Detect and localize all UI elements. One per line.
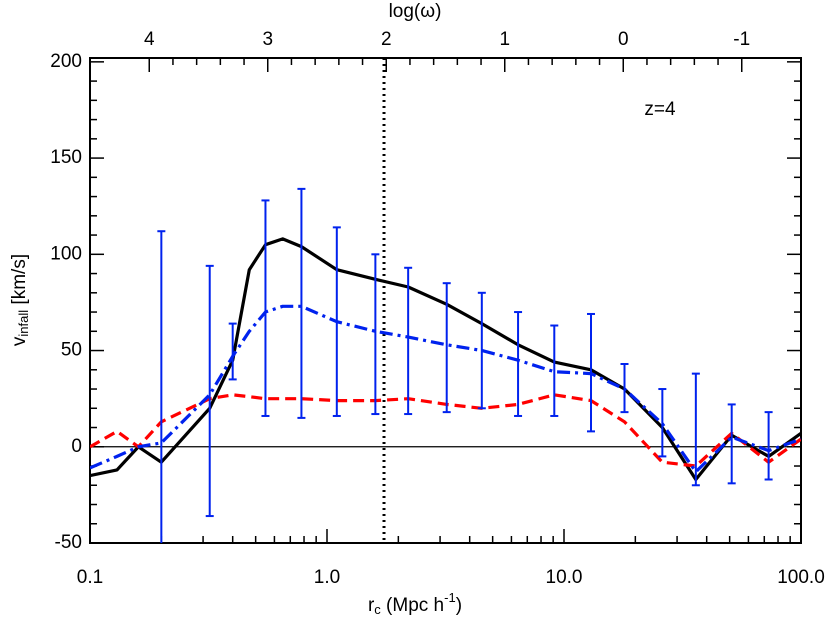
y-label-part: v <box>9 336 30 346</box>
error-bar <box>442 282 451 414</box>
error-bar <box>477 291 486 410</box>
plot-area <box>90 58 801 543</box>
error-bar <box>727 403 736 485</box>
x2-tick-label: 2 <box>381 29 392 50</box>
x-label-part: ) <box>456 595 462 616</box>
x-label-part: r <box>368 595 375 616</box>
error-bar <box>157 230 166 543</box>
series-line <box>90 237 801 482</box>
x2-tick-label: 0 <box>618 29 629 50</box>
y-tick-label: -50 <box>55 532 82 553</box>
annotation: z=4 <box>644 99 676 120</box>
error-bar <box>261 199 270 417</box>
error-bar <box>691 372 700 487</box>
x2-tick-label: 3 <box>262 29 273 50</box>
y-axis-label: vinfall [km/s] <box>9 254 31 346</box>
x-label-part: (Mpc h <box>381 595 444 616</box>
x-tick-label: 100.0 <box>777 567 825 588</box>
series-line <box>90 393 801 468</box>
y-tick-label: 200 <box>50 51 82 72</box>
x-label-sub: c <box>374 602 381 617</box>
x-tick-label: 0.1 <box>77 567 103 588</box>
x-tick-label: 10.0 <box>546 567 583 588</box>
error-bar <box>404 266 413 416</box>
series-line <box>90 304 801 474</box>
y-label-sub: infall <box>16 310 31 337</box>
error-bar <box>205 264 214 518</box>
error-bar <box>371 253 380 416</box>
error-bar <box>764 411 773 481</box>
plot-frame <box>89 57 802 544</box>
x-tick-label: 1.0 <box>314 567 340 588</box>
y-tick-label: 0 <box>71 436 82 457</box>
x2-tick-label: 1 <box>499 29 510 50</box>
error-bar <box>514 311 523 417</box>
y-label-part: [km/s] <box>9 254 30 310</box>
y-tick-label: 150 <box>50 147 82 168</box>
x2-axis-label: log(ω) <box>389 1 442 22</box>
x-label-sup: -1 <box>444 590 456 605</box>
x2-tick-label: 4 <box>144 29 155 50</box>
error-bar <box>228 322 237 381</box>
y-tick-label: 50 <box>61 340 82 361</box>
error-bar <box>550 324 559 417</box>
x-axis-label: rc (Mpc h-1) <box>368 590 462 617</box>
error-bar <box>297 187 306 419</box>
error-bar <box>658 388 667 458</box>
x2-tick-label: -1 <box>733 29 750 50</box>
y-tick-label: 100 <box>50 243 82 264</box>
